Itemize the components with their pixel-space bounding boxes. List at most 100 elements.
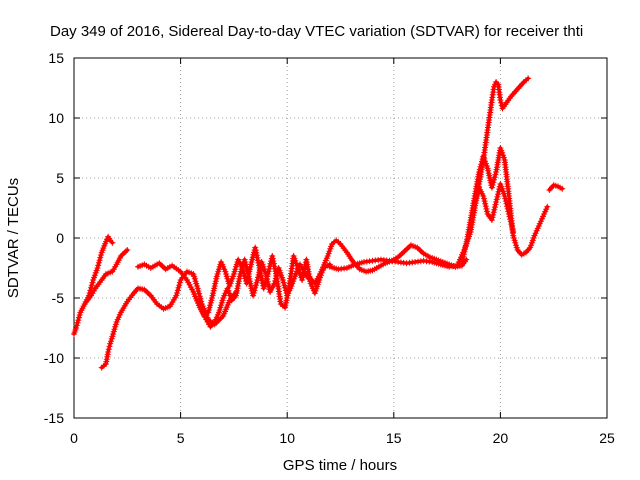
data-point [490,179,497,186]
data-point [95,259,102,266]
data-point [480,193,487,199]
axis-ticks [73,57,608,419]
data-point [95,262,102,269]
data-point [252,284,259,291]
data-point [489,182,496,188]
data-point [76,312,83,318]
series-track-b [81,247,131,307]
data-point [510,229,517,235]
y-tick-label: -15 [44,410,64,426]
data-point [279,277,286,283]
data-point [174,290,180,296]
data-point [98,252,104,258]
data-point [492,171,499,178]
data-point [272,275,279,282]
data-point [250,290,257,296]
data-point [462,243,469,250]
data-point [173,292,180,299]
y-tick-label: 0 [56,230,64,246]
series-track-e [194,256,312,330]
data-point [89,279,96,286]
data-point [271,280,278,287]
x-tick-label: 5 [177,430,185,446]
data-point [280,279,287,286]
data-point [74,319,81,326]
data-point [481,198,488,205]
data-point [251,287,258,294]
series-track-j [471,181,517,235]
data-point [544,203,551,210]
data-point [507,216,514,223]
data-point [282,284,289,291]
data-point [493,199,500,205]
data-point [264,278,271,285]
data-point [490,211,497,218]
data-point [175,284,182,291]
data-point [255,271,262,278]
data-marks [71,75,566,371]
data-point [488,217,495,223]
data-point [503,200,510,207]
data-point [559,185,566,192]
data-point [504,203,511,210]
data-point [75,317,82,324]
data-point [176,282,183,289]
data-point [76,314,82,321]
data-point [507,218,514,225]
data-point [491,174,498,181]
data-point [490,209,497,216]
data-point [509,226,516,233]
series-track-a [71,233,116,337]
data-point [488,184,495,191]
data-point [505,208,512,215]
data-point [491,206,498,213]
x-tick-label: 10 [279,430,295,446]
series-track-i [459,145,551,265]
data-point [88,284,95,291]
data-point [176,279,183,286]
data-point [505,211,512,217]
data-point [256,269,263,276]
data-point [501,193,508,199]
data-point [265,281,272,288]
data-point [252,282,259,289]
data-point [241,272,248,279]
data-point [195,288,202,294]
chart-title: Day 349 of 2016, Sidereal Day-to-day VTE… [50,23,583,40]
y-tick-label: -10 [44,350,64,366]
data-point [476,166,483,173]
data-point [482,200,489,207]
data-point [459,259,465,265]
data-point [106,343,113,350]
x-tick-label: 0 [70,430,78,446]
data-point [262,271,269,277]
data-point [96,257,103,264]
grid [74,58,607,418]
data-point [253,279,260,286]
series-track-g [326,256,461,273]
data-point [109,239,116,246]
data-point [525,75,532,82]
data-point [281,282,288,289]
data-point [264,276,271,283]
data-point [73,325,80,331]
data-point [494,193,501,200]
data-point [492,201,499,208]
data-point [491,176,497,183]
data-point [484,208,490,215]
data-point [105,346,112,353]
data-point [73,322,80,329]
series-track-f [305,237,470,287]
data-point [508,221,515,228]
data-point [273,272,280,279]
data-point [252,244,259,251]
data-point [196,290,203,297]
x-tick-label: 20 [493,430,509,446]
data-point [495,191,501,198]
data-point [477,163,484,170]
y-tick-label: 15 [48,50,64,66]
data-point [94,265,101,271]
data-point [250,292,257,299]
data-point [482,203,489,210]
